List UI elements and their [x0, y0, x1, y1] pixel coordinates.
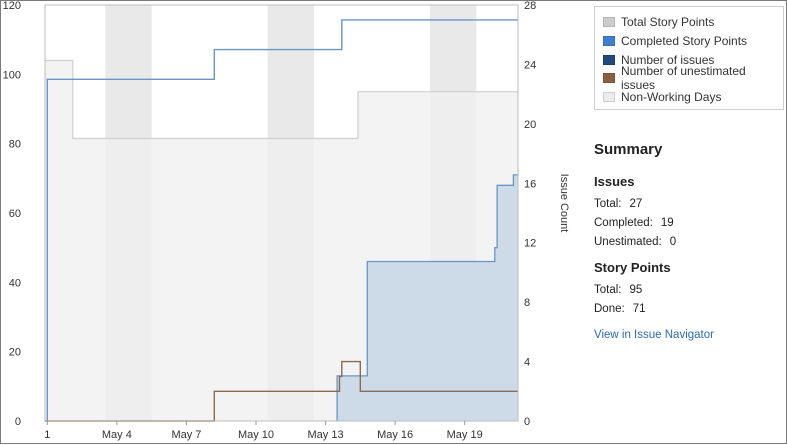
- legend-swatch-unestimated-issues: [603, 73, 615, 84]
- y-right-axis-title: Issue Count: [558, 174, 570, 233]
- y-right-tick-label: 16: [524, 178, 536, 190]
- legend-swatch-number-of-issues: [603, 54, 615, 65]
- issues-unestimated-value: 0: [669, 236, 677, 248]
- y-right-tick-label: 8: [524, 297, 530, 309]
- story-points-heading: Story Points: [594, 260, 671, 275]
- chart-legend: Total Story Points Completed Story Point…: [594, 6, 784, 110]
- issues-unestimated-row: Unestimated: 0: [594, 233, 784, 252]
- view-in-issue-navigator-link[interactable]: View in Issue Navigator: [594, 329, 714, 341]
- y-left-tick-label: 20: [9, 347, 21, 359]
- y-left-tick-label: 100: [3, 69, 21, 81]
- issues-heading: Issues: [594, 174, 635, 189]
- legend-item-total-story-points: Total Story Points: [603, 13, 783, 32]
- legend-item-unestimated-issues: Number of unestimated issues: [603, 64, 783, 92]
- y-left-tick-label: 120: [3, 1, 21, 12]
- legend-swatch-total-story-points: [603, 17, 615, 28]
- legend-item-non-working-days: Non-Working Days: [603, 88, 783, 107]
- summary-title: Summary: [594, 141, 663, 158]
- issues-total-value: 27: [629, 198, 643, 210]
- issues-total-row: Total: 27: [594, 195, 784, 214]
- story-points-done-row: Done: 71: [594, 300, 784, 319]
- story-points-summary: Story Points Total: 95 Done: 71: [594, 260, 784, 319]
- issues-summary: Issues Total: 27 Completed: 19 Unestimated…: [594, 174, 784, 252]
- summary-panel: Summary Issues Total: 27 Completed: 19 Une…: [594, 141, 784, 341]
- number-of-issues-line: [45, 19, 518, 422]
- story-points-total-value: 95: [629, 284, 643, 296]
- x-tick-label: May 4: [102, 429, 132, 441]
- x-tick-label: May 19: [447, 429, 483, 441]
- unestimated-issues-line: [45, 360, 518, 422]
- x-tick-label: May 10: [238, 429, 274, 441]
- story-points-total-label: Total:: [594, 284, 622, 296]
- legend-swatch-non-working-days: [603, 92, 615, 103]
- issues-completed-value: 19: [660, 217, 674, 229]
- issues-total-label: Total:: [594, 198, 622, 210]
- legend-label: Number of unestimated issues: [621, 64, 746, 93]
- story-points-done-value: 71: [632, 303, 646, 315]
- y-left-tick-label: 40: [9, 277, 21, 289]
- y-right-tick-label: 20: [524, 119, 536, 131]
- legend-label: Number of issues: [621, 52, 715, 67]
- y-left-tick-label: 80: [9, 139, 21, 151]
- y-right-tick-label: 12: [524, 238, 536, 250]
- plot-border: [44, 4, 519, 422]
- legend-label: Total Story Points: [621, 15, 715, 30]
- legend-item-completed-story-points: Completed Story Points: [603, 32, 783, 51]
- y-right-tick-label: 4: [524, 357, 530, 369]
- total-story-points-line: [45, 59, 518, 140]
- issues-completed-row: Completed: 19: [594, 214, 784, 233]
- y-left-tick-label: 60: [9, 208, 21, 220]
- legend-label: Completed Story Points: [621, 34, 748, 49]
- y-right-tick-label: 28: [524, 1, 536, 12]
- y-right-tick-label: 0: [524, 416, 530, 428]
- legend-swatch-completed-story-points: [603, 36, 615, 47]
- x-tick-label: May 13: [308, 429, 344, 441]
- x-tick-label: 1: [44, 429, 50, 441]
- issues-unestimated-label: Unestimated:: [594, 236, 662, 248]
- legend-label: Non-Working Days: [621, 90, 722, 105]
- y-right-tick-label: 24: [524, 59, 536, 71]
- x-tick-label: May 7: [171, 429, 201, 441]
- legend-item-number-of-issues: Number of issues: [603, 50, 783, 69]
- issues-completed-label: Completed:: [594, 217, 653, 229]
- story-points-total-row: Total: 95: [594, 281, 784, 300]
- y-left-tick-label: 0: [15, 416, 21, 428]
- x-tick-label: May 16: [377, 429, 413, 441]
- completed-story-points-line: [336, 174, 518, 421]
- completed-story-points-area: [337, 174, 518, 421]
- story-points-done-label: Done:: [594, 303, 625, 315]
